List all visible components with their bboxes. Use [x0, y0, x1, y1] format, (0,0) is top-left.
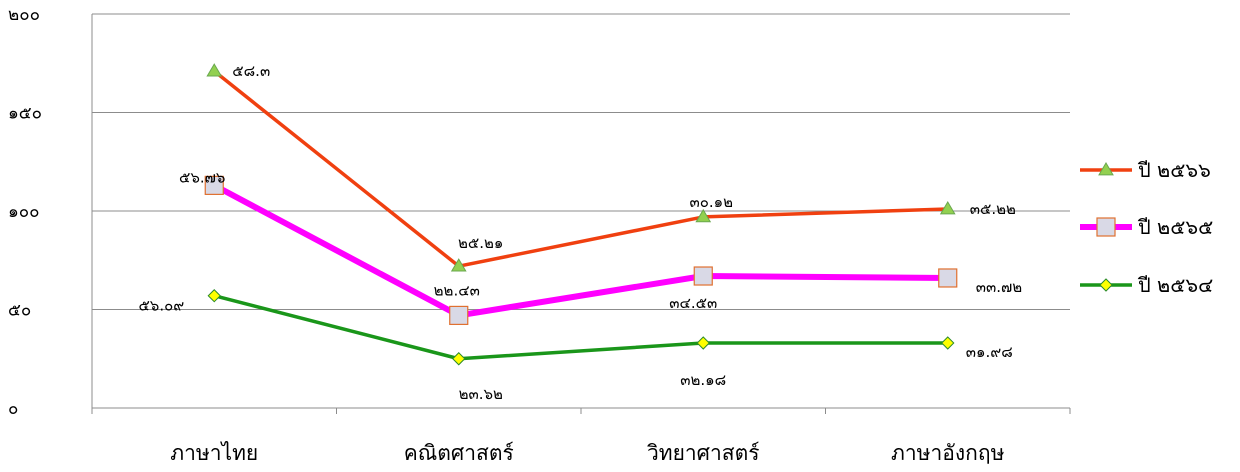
data-point-marker [696, 336, 710, 350]
data-label: ๕๖.๗๖ [179, 168, 225, 186]
data-label: ๒๓.๖๒ [459, 385, 503, 403]
y-tick-label: ๑๕๐ [8, 104, 42, 124]
data-point-marker [450, 258, 467, 272]
data-label: ๒๕.๒๑ [458, 234, 503, 252]
data-label: ๓๔.๕๓ [669, 294, 717, 312]
series-markers [204, 63, 958, 366]
legend-marker [1098, 162, 1114, 176]
series-line [213, 69, 948, 268]
data-point-marker [938, 268, 958, 288]
series-line [212, 182, 948, 319]
legend-label: ปี ๒๕๖๔ [1138, 273, 1213, 297]
data-label: ๕๘.๓ [232, 62, 270, 80]
data-point-marker [207, 289, 221, 303]
data-label: ๓๕.๒๒ [970, 200, 1016, 218]
series-line [213, 294, 948, 361]
data-label: ๓๐.๑๒ [689, 193, 733, 211]
data-point-marker [449, 305, 469, 326]
data-label: ๓๓.๗๒ [976, 278, 1022, 296]
data-point-marker [693, 266, 713, 286]
y-tick-label: ๐ [8, 399, 18, 419]
x-category-label: คณิตศาสตร์ [404, 441, 514, 465]
x-category-label: ภาษาอังกฤษ [891, 441, 1004, 465]
data-point-marker [452, 352, 466, 366]
x-category-labels: ภาษาไทย คณิตศาสตร์ วิทยาศาสตร์ ภาษาอังกฤษ [170, 441, 1004, 465]
series-lines [212, 69, 948, 361]
data-label: ๓๑.๙๘ [966, 343, 1013, 361]
y-tick-labels: ๐ ๕๐ ๑๐๐ ๑๕๐ ๒๐๐ [8, 5, 42, 419]
data-point-marker [941, 336, 955, 350]
data-point-marker [939, 201, 956, 215]
data-point-marker [695, 208, 712, 223]
y-tick-label: ๒๐๐ [8, 5, 40, 25]
data-point-marker [206, 63, 223, 77]
axes [91, 14, 1071, 414]
data-label: ๕๖.๐๙ [138, 297, 184, 315]
data-label: ๒๒.๔๓ [434, 281, 480, 299]
legend-label: ปี ๒๕๖๖ [1138, 158, 1211, 182]
x-category-label: ภาษาไทย [170, 441, 258, 465]
y-tick-label: ๕๐ [8, 301, 31, 321]
y-tick-label: ๑๐๐ [8, 202, 40, 222]
legend-marker [1099, 278, 1113, 292]
legend-marker [1096, 217, 1116, 237]
data-point-marker [204, 175, 224, 195]
x-category-label: วิทยาศาสตร์ [647, 441, 760, 465]
legend-label: ปี ๒๕๖๕ [1138, 215, 1213, 239]
data-label: ๓๒.๑๘ [680, 371, 726, 389]
gridlines [92, 13, 1070, 310]
